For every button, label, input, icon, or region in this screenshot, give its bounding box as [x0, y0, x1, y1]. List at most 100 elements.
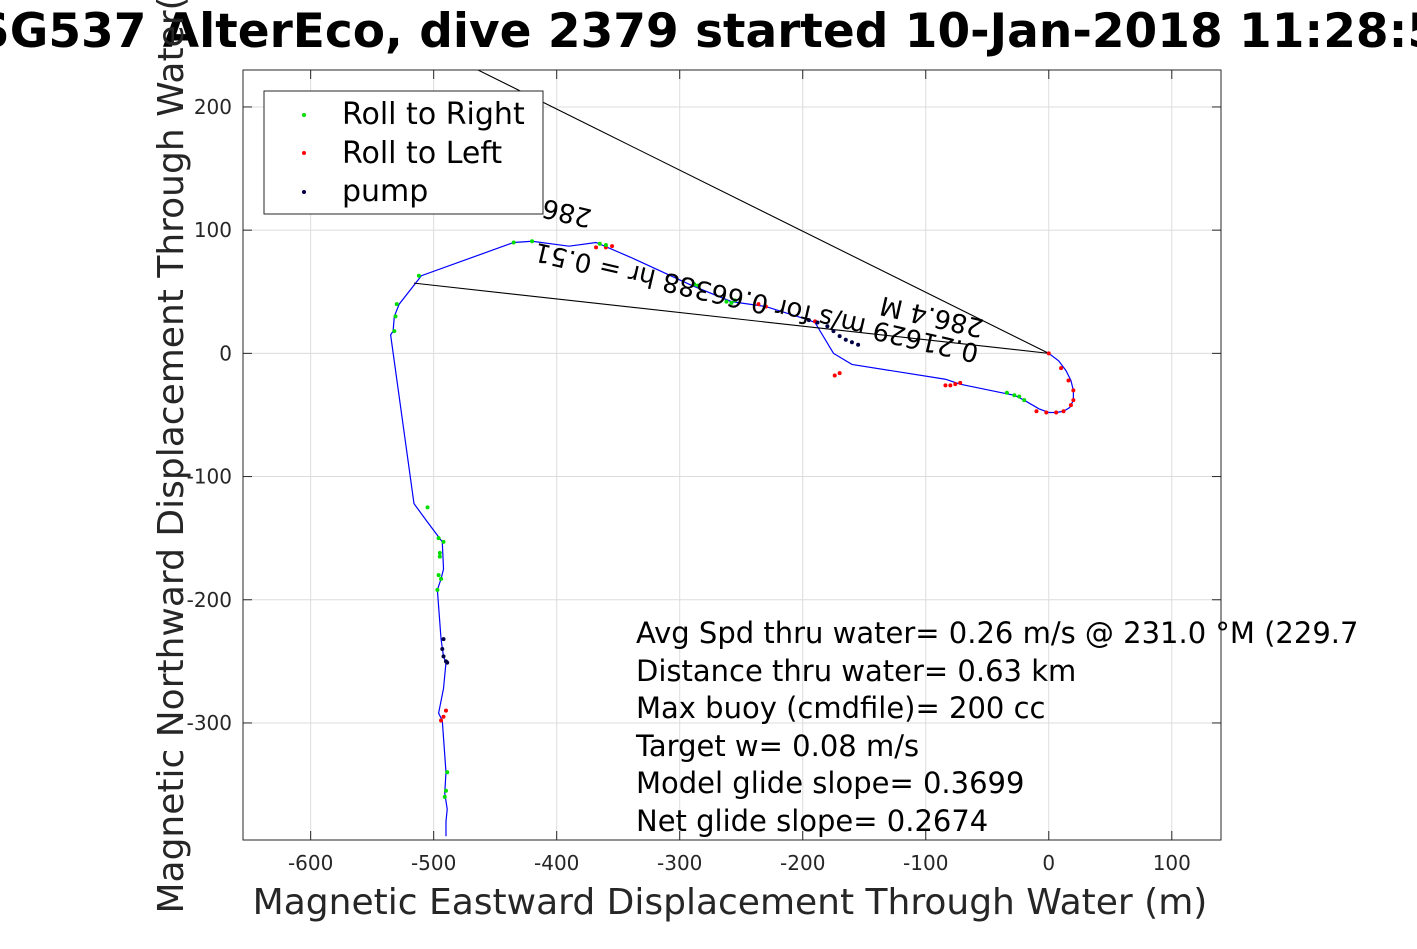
series-line-heading-line-2 [413, 282, 1049, 354]
point-roll-left [439, 718, 444, 723]
stat-distance: Distance thru water= 0.63 km [636, 654, 1076, 688]
stat-target-w: Target w= 0.08 m/s [635, 729, 919, 763]
x-tick-label: 0 [1042, 851, 1055, 875]
x-tick-label: -400 [534, 851, 579, 875]
point-roll-right [394, 302, 399, 307]
point-roll-left [832, 373, 837, 378]
point-roll-right [1012, 393, 1017, 398]
point-pump [441, 654, 446, 659]
point-pump [440, 647, 445, 652]
point-roll-right [392, 329, 397, 334]
point-roll-left [763, 304, 768, 309]
point-roll-right [437, 550, 442, 555]
legend-box [263, 90, 544, 215]
grid [243, 70, 1221, 840]
y-axis-label: Magnetic Northward Displacement Through … [151, 0, 192, 914]
point-roll-right [443, 788, 448, 793]
legend-label-pump: pump [342, 174, 428, 209]
series-line-heading-line [476, 70, 1050, 354]
point-roll-right [1022, 398, 1027, 403]
point-pump [837, 334, 842, 339]
legend: Roll to Right Roll to Left pump [263, 90, 544, 215]
point-roll-left [953, 382, 958, 387]
legend-label-roll-left: Roll to Left [342, 136, 502, 171]
x-tick-label: -500 [411, 851, 456, 875]
point-roll-left [443, 708, 448, 713]
stat-model-glide: Model glide slope= 0.3699 [636, 766, 1024, 800]
point-roll-right [445, 770, 450, 775]
stat-avg-speed: Avg Spd thru water= 0.26 m/s @ 231.0 °M … [636, 616, 1358, 650]
point-roll-left [1046, 351, 1051, 356]
point-roll-left [1071, 388, 1076, 393]
y-tick-label: -300 [187, 711, 232, 735]
point-roll-left [943, 383, 948, 388]
point-roll-left [610, 244, 615, 249]
x-tick-label: -600 [288, 851, 333, 875]
point-roll-right [435, 587, 440, 592]
x-tick-label: 100 [1153, 851, 1191, 875]
stat-net-glide: Net glide slope= 0.2674 [636, 804, 988, 838]
point-roll-left [1061, 409, 1066, 414]
y-tick-label: 100 [194, 218, 232, 242]
point-roll-right [437, 554, 442, 559]
point-roll-right [692, 282, 697, 287]
point-pump [831, 329, 836, 334]
point-roll-left [948, 383, 953, 388]
point-pump [856, 342, 861, 347]
x-tick-label: -300 [657, 851, 702, 875]
point-roll-left [1059, 366, 1064, 371]
point-roll-left [756, 302, 761, 307]
stat-max-buoy: Max buoy (cmdfile)= 200 cc [636, 691, 1045, 725]
point-roll-right [436, 536, 441, 541]
point-roll-right [416, 273, 421, 278]
data-layer [389, 70, 1076, 837]
point-roll-left [1054, 410, 1059, 415]
legend-marker-pump [302, 190, 306, 194]
point-pump [825, 324, 830, 329]
legend-label-roll-right: Roll to Right [342, 97, 525, 132]
point-roll-left [837, 371, 842, 376]
point-pump [445, 660, 450, 665]
point-roll-right [1017, 394, 1022, 399]
point-roll-right [442, 794, 447, 799]
point-roll-left [1044, 410, 1049, 415]
point-roll-left [594, 245, 599, 250]
x-tick-label: -200 [780, 851, 825, 875]
point-roll-left [1034, 409, 1039, 414]
point-roll-left [441, 714, 446, 719]
point-roll-left [1071, 398, 1076, 403]
axis-ticks: -600 -500 -400 -300 -200 -100 0 100 200 100 0 -100 -… [187, 70, 1221, 875]
point-roll-right [724, 299, 729, 304]
point-roll-right [393, 314, 398, 319]
plot-frame [242, 69, 1222, 841]
point-roll-right [530, 239, 535, 244]
point-pump [843, 337, 848, 342]
point-roll-right [696, 283, 701, 288]
point-pump [815, 320, 820, 325]
point-roll-right [439, 576, 444, 581]
point-roll-right [441, 539, 446, 544]
point-roll-left [958, 380, 963, 385]
y-tick-label: 200 [194, 95, 232, 119]
point-roll-left [1066, 378, 1071, 383]
x-tick-label: -100 [903, 851, 948, 875]
legend-marker-roll-right [302, 113, 306, 117]
point-roll-right [597, 241, 602, 246]
point-pump [806, 318, 811, 323]
point-roll-left [1068, 403, 1073, 408]
point-pump [441, 637, 446, 642]
point-roll-right [733, 298, 738, 303]
y-tick-label: -200 [187, 588, 232, 612]
point-pump [849, 340, 854, 345]
point-roll-right [729, 300, 734, 305]
point-roll-right [511, 240, 516, 245]
x-axis-label: Magnetic Eastward Displacement Through W… [253, 882, 1208, 923]
stats-block: Avg Spd thru water= 0.26 m/s @ 231.0 °M … [635, 616, 1358, 838]
point-roll-right [436, 573, 441, 578]
y-tick-label: -100 [187, 465, 232, 489]
point-roll-right [1004, 390, 1009, 395]
legend-marker-roll-left [302, 151, 306, 155]
y-tick-label: 0 [219, 341, 232, 365]
point-roll-right [603, 242, 608, 247]
